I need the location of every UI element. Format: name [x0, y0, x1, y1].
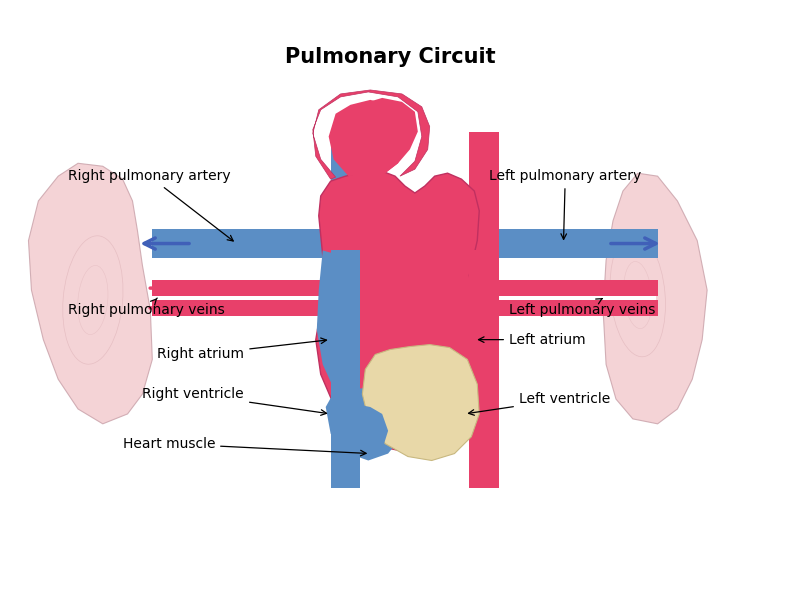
Polygon shape: [470, 131, 499, 488]
Polygon shape: [330, 250, 360, 488]
Text: Right ventricle: Right ventricle: [142, 387, 326, 415]
Polygon shape: [152, 300, 341, 316]
Polygon shape: [316, 171, 484, 454]
Text: Left atrium: Left atrium: [478, 332, 586, 347]
Polygon shape: [360, 229, 658, 259]
Polygon shape: [326, 387, 405, 461]
Text: Right pulmonary veins: Right pulmonary veins: [68, 298, 225, 317]
Polygon shape: [362, 344, 479, 461]
Polygon shape: [29, 163, 152, 424]
Text: Pulmonary Circuit: Pulmonary Circuit: [285, 47, 495, 67]
Text: Left ventricle: Left ventricle: [469, 392, 610, 415]
Text: Heart muscle: Heart muscle: [122, 437, 366, 456]
Polygon shape: [329, 100, 407, 176]
Text: Left pulmonary veins: Left pulmonary veins: [509, 299, 655, 317]
Text: Right pulmonary artery: Right pulmonary artery: [68, 169, 234, 241]
Polygon shape: [154, 296, 341, 300]
Polygon shape: [345, 98, 418, 173]
Polygon shape: [152, 229, 360, 259]
Polygon shape: [152, 280, 341, 296]
Polygon shape: [603, 173, 707, 424]
Polygon shape: [336, 399, 388, 454]
Polygon shape: [470, 250, 499, 488]
Polygon shape: [330, 131, 360, 488]
Polygon shape: [317, 250, 375, 434]
Polygon shape: [470, 296, 656, 300]
Polygon shape: [313, 90, 430, 179]
Text: Left pulmonary artery: Left pulmonary artery: [489, 169, 642, 239]
Text: Right atrium: Right atrium: [158, 338, 326, 361]
Polygon shape: [470, 300, 658, 316]
Polygon shape: [470, 280, 658, 296]
